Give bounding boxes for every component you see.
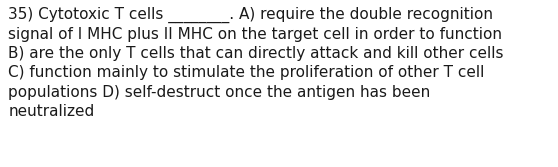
Text: 35) Cytotoxic T cells ________. A) require the double recognition
signal of I MH: 35) Cytotoxic T cells ________. A) requi… [8, 7, 504, 119]
